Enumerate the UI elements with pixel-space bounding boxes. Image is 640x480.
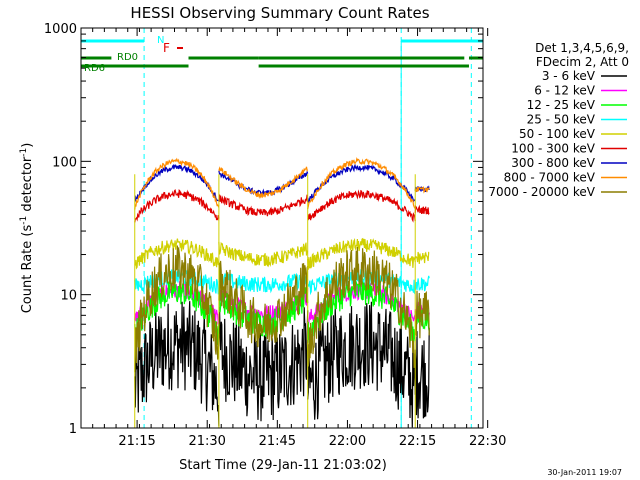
plot-frame	[80, 27, 484, 429]
legend-label-8: 7000 - 20000 keV	[488, 185, 595, 199]
y-label-part-1: Count Rate (s	[20, 225, 35, 314]
x-tick-label-4: 22:15	[399, 434, 436, 449]
legend: Det 1,3,4,5,6,9, FDecim 2, Att 0 3 - 6 k…	[488, 41, 629, 199]
y-tick-label-2: 100	[52, 155, 77, 170]
rd0-annotation: RD0	[117, 52, 138, 63]
flare-annotation-f: F	[163, 41, 170, 55]
legend-header-2: FDecim 2, Att 0	[536, 55, 629, 69]
x-tick-label-1: 21:30	[188, 434, 225, 449]
legend-label-1: 6 - 12 keV	[534, 84, 596, 98]
rd6-annotation: RD6	[84, 63, 105, 74]
x-axis-label: Start Time (29-Jan-11 21:03:02)	[179, 458, 387, 473]
chart-title: HESSI Observing Summary Count Rates	[130, 4, 429, 22]
y-tick-label-1: 10	[60, 289, 77, 304]
y-label-part-3: )	[20, 143, 35, 148]
series-line-3	[134, 269, 430, 296]
y-label-part-2: detector	[20, 156, 35, 216]
plot-area	[81, 28, 483, 428]
plot-content	[81, 28, 483, 428]
series-line-2	[134, 278, 430, 345]
legend-label-4: 50 - 100 keV	[519, 127, 596, 141]
legend-label-0: 3 - 6 keV	[542, 69, 596, 83]
series-line-5	[134, 188, 430, 223]
legend-label-6: 300 - 800 keV	[511, 156, 595, 170]
legend-label-7: 800 - 7000 keV	[504, 171, 596, 185]
legend-header-1: Det 1,3,4,5,6,9,	[535, 41, 629, 55]
footer-date: 30-Jan-2011 19:07	[547, 468, 622, 477]
y-label-sup-1: -1	[19, 216, 29, 225]
series-line-6	[134, 163, 430, 204]
y-tick-label-3: 1000	[44, 22, 77, 37]
flare-marker	[177, 47, 183, 49]
legend-label-3: 25 - 50 keV	[527, 113, 596, 127]
y-label-sup-2: -1	[19, 148, 29, 157]
x-tick-label-3: 22:00	[329, 434, 366, 449]
legend-label-2: 12 - 25 keV	[527, 98, 596, 112]
x-tick-label-0: 21:15	[118, 434, 155, 449]
y-axis-label: Count Rate (s-1 detector-1)	[19, 143, 35, 314]
night-annotation-n: N	[157, 35, 164, 46]
y-tick-label-0: 1	[69, 422, 77, 437]
legend-label-5: 100 - 300 keV	[511, 142, 595, 156]
x-tick-label-2: 21:45	[259, 434, 296, 449]
series-line-4	[134, 237, 430, 270]
x-tick-label-5: 22:30	[469, 434, 506, 449]
series-line-0	[134, 301, 430, 428]
series-line-8	[134, 245, 430, 373]
series-line-7	[134, 157, 430, 210]
axis-ticks: 21:15 21:30 21:45 22:00 22:15 22:30 1 10 100 1000	[44, 22, 507, 449]
